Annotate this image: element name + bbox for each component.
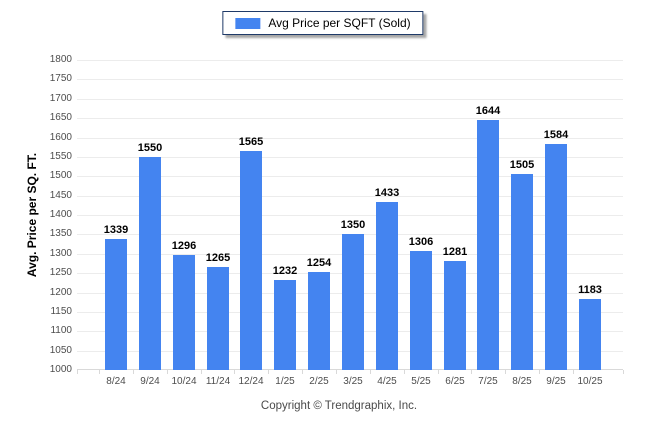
bar-value-label: 1644 xyxy=(475,105,501,117)
legend-label: Avg Price per SQFT (Sold) xyxy=(268,16,411,30)
bar-5/25 xyxy=(410,251,432,370)
y-tick-label: 1050 xyxy=(49,344,72,356)
bar-value-label: 1281 xyxy=(442,246,468,258)
gridline xyxy=(77,215,623,216)
x-axis-tick xyxy=(438,370,439,374)
x-tick-label: 1/25 xyxy=(275,376,295,387)
y-tick-label: 1400 xyxy=(49,209,72,220)
x-tick-label: 9/25 xyxy=(546,376,566,387)
x-axis-tick xyxy=(505,370,506,374)
x-axis-tick xyxy=(302,370,303,374)
x-axis-tick xyxy=(539,370,540,374)
x-tick-label: 3/25 xyxy=(343,376,363,387)
bar-8/25 xyxy=(511,174,533,370)
gridline xyxy=(77,157,623,158)
y-tick-label: 1200 xyxy=(49,286,72,298)
gridline xyxy=(77,60,623,61)
copyright: Copyright © Trendgraphix, Inc. xyxy=(260,400,418,412)
bar-4/25 xyxy=(376,202,398,370)
gridline xyxy=(77,138,623,139)
gridline xyxy=(77,118,623,119)
bar-7/25 xyxy=(477,120,499,370)
legend-swatch-icon xyxy=(235,17,261,29)
x-axis-tick xyxy=(201,370,202,374)
x-axis-tick xyxy=(268,370,269,374)
bar-10/24 xyxy=(173,255,195,370)
legend: Avg Price per SQFT (Sold) xyxy=(222,11,424,35)
x-axis-tick xyxy=(573,370,574,374)
bar-1/25 xyxy=(274,280,296,370)
bar-value-label: 1565 xyxy=(238,136,264,148)
bar-value-label: 1254 xyxy=(306,257,332,269)
x-axis-tick xyxy=(370,370,371,374)
x-axis-tick xyxy=(234,370,235,374)
x-axis-tick xyxy=(77,370,78,374)
x-tick-label: 8/25 xyxy=(512,376,532,387)
x-tick-label: 4/25 xyxy=(377,376,397,387)
y-tick-label: 1500 xyxy=(49,170,72,182)
bar-value-label: 1550 xyxy=(137,142,163,154)
y-tick-label: 1000 xyxy=(49,364,72,375)
bar-value-label: 1505 xyxy=(509,159,535,171)
bar-value-label: 1183 xyxy=(578,284,602,296)
x-axis-tick xyxy=(336,370,337,374)
gridline xyxy=(77,99,623,100)
bar-12/24 xyxy=(240,151,262,370)
y-tick-label: 1700 xyxy=(49,92,72,104)
bar-3/25 xyxy=(342,234,364,370)
y-tick-label: 1550 xyxy=(49,150,72,162)
gridline xyxy=(77,79,623,80)
bar-value-label: 1265 xyxy=(205,252,231,264)
bar-value-label: 1306 xyxy=(408,236,434,248)
x-tick-label: 10/25 xyxy=(577,376,603,387)
bar-10/25 xyxy=(579,299,601,370)
x-tick-label: 8/24 xyxy=(106,376,126,387)
y-tick-label: 1150 xyxy=(50,305,72,317)
y-tick-label: 1100 xyxy=(50,325,72,337)
gridline xyxy=(77,196,623,197)
y-tick-label: 1300 xyxy=(49,247,72,259)
y-tick-label: 1600 xyxy=(49,131,72,143)
x-tick-label: 11/24 xyxy=(205,376,231,387)
x-axis-tick xyxy=(471,370,472,374)
x-tick-label: 9/24 xyxy=(140,376,160,387)
bar-value-label: 1339 xyxy=(103,224,129,236)
y-tick-label: 1750 xyxy=(49,73,72,85)
y-tick-label: 1350 xyxy=(49,228,72,240)
plot-area: 1339 1550 1296 1265 1565 1232 1254 1350 1433 1306… xyxy=(77,60,624,374)
x-tick-label: 2/25 xyxy=(309,376,329,387)
y-tick-label: 1650 xyxy=(49,112,72,124)
y-tick-label: 1450 xyxy=(49,189,72,201)
x-axis-tick xyxy=(167,370,168,374)
x-axis-tick xyxy=(99,370,100,374)
bar-9/24 xyxy=(139,157,161,370)
x-tick-label: 6/25 xyxy=(445,376,465,387)
bar-2/25 xyxy=(308,272,330,370)
bar-6/25 xyxy=(444,261,466,370)
bar-11/24 xyxy=(207,267,229,370)
bar-8/24 xyxy=(105,239,127,370)
x-tick-label: 10/24 xyxy=(171,376,197,387)
x-axis-tick xyxy=(133,370,134,374)
x-tick-label: 7/25 xyxy=(478,376,498,387)
x-tick-label: 5/25 xyxy=(411,376,431,387)
bar-value-label: 1232 xyxy=(272,265,298,277)
y-tick-label: 1250 xyxy=(49,267,72,279)
gridline xyxy=(77,176,623,177)
x-axis-tick xyxy=(623,370,624,374)
bar-value-label: 1433 xyxy=(374,187,400,199)
x-axis-tick xyxy=(404,370,405,374)
bar-9/25 xyxy=(545,144,567,370)
x-tick-label: 12/24 xyxy=(238,376,264,387)
bar-value-label: 1296 xyxy=(171,240,197,252)
y-tick-label: 1800 xyxy=(49,54,72,65)
bar-value-label: 1584 xyxy=(543,129,569,141)
bar-value-label: 1350 xyxy=(340,219,366,231)
